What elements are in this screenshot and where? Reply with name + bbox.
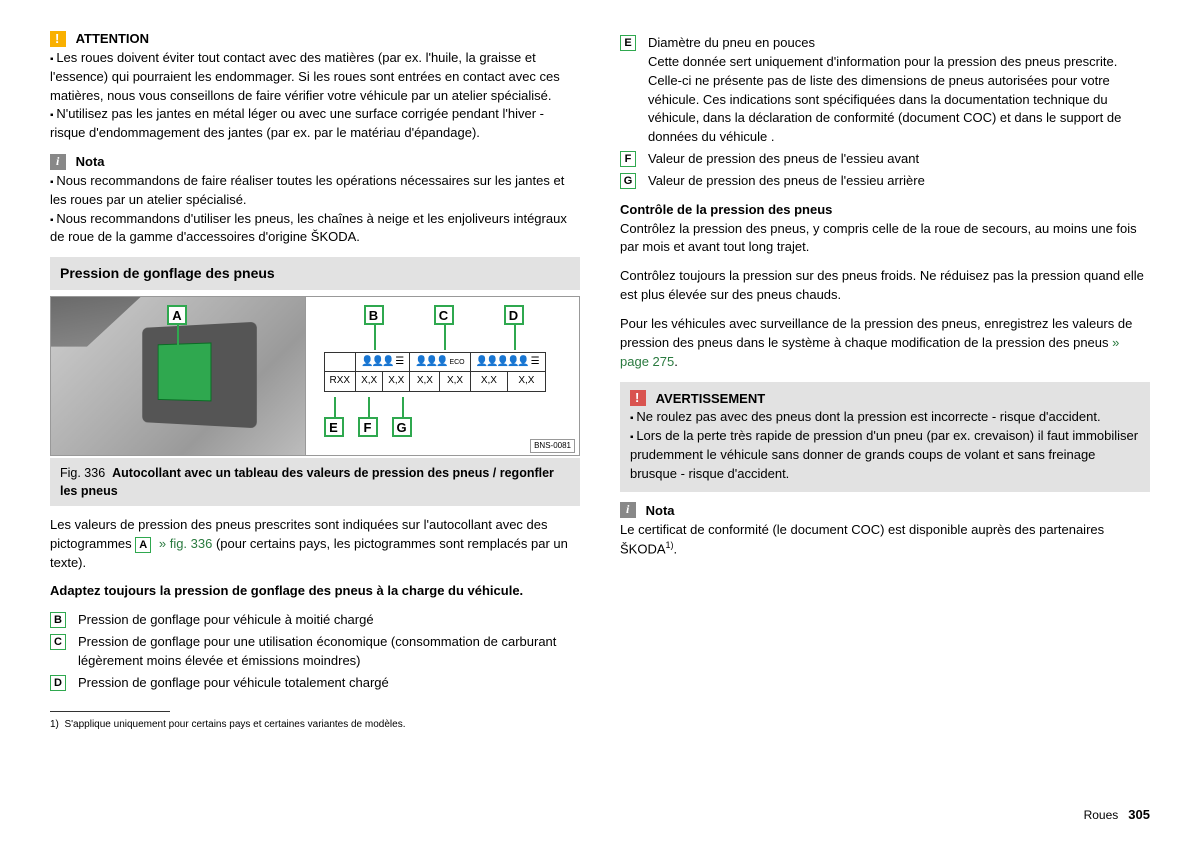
def-f: FValeur de pression des pneus de l'essie… xyxy=(620,150,1150,169)
figure-ref-code: BNS-0081 xyxy=(530,439,575,453)
tag-a: A xyxy=(167,305,187,325)
figure-diagram: B C D 👤👤👤 ☰ 👤👤👤 ECO 👤👤👤👤👤 ☰ RXX xyxy=(306,297,580,455)
nota-icon-right xyxy=(620,502,636,518)
footnote: 1) S'applique uniquement pour certains p… xyxy=(50,718,580,733)
attention-icon xyxy=(50,31,66,47)
figure-caption: Fig. 336 Autocollant avec un tableau des… xyxy=(50,458,580,506)
controle-p2: Contrôlez toujours la pression sur des p… xyxy=(620,267,1150,305)
figure-photo: A xyxy=(51,297,306,455)
def-e: E Diamètre du pneu en pouces Cette donné… xyxy=(620,34,1150,147)
attention-bullet-1: Les roues doivent éviter tout contact av… xyxy=(50,49,580,106)
adapt-text: Adaptez toujours la pression de gonflage… xyxy=(50,582,580,601)
footnote-rule xyxy=(50,711,170,712)
intro-text: Les valeurs de pression des pneus prescr… xyxy=(50,516,580,573)
avert-icon xyxy=(630,390,646,406)
controle-heading: Contrôle de la pression des pneus xyxy=(620,201,1150,220)
section-heading: Pression de gonflage des pneus xyxy=(50,257,580,289)
tag-d: D xyxy=(504,305,524,325)
nota-icon xyxy=(50,154,66,170)
tag-b: B xyxy=(364,305,384,325)
attention-bullet-2: N'utilisez pas les jantes en métal léger… xyxy=(50,105,580,143)
avert-label: AVERTISSEMENT xyxy=(656,391,766,406)
avert-bullet-2: Lors de la perte très rapide de pression… xyxy=(630,427,1140,484)
nota-label-right: Nota xyxy=(646,503,675,518)
def-g: GValeur de pression des pneus de l'essie… xyxy=(620,172,1150,191)
attention-label: ATTENTION xyxy=(76,31,149,46)
controle-p3: Pour les véhicules avec surveillance de … xyxy=(620,315,1150,372)
def-d: DPression de gonflage pour véhicule tota… xyxy=(50,674,580,693)
tag-c: C xyxy=(434,305,454,325)
nota-label: Nota xyxy=(76,154,105,169)
figure-336: A B C D 👤👤👤 ☰ 👤👤👤 ECO 👤👤👤👤👤 ☰ xyxy=(50,296,580,456)
avert-bullet-1: Ne roulez pas avec des pneus dont la pre… xyxy=(630,408,1140,427)
nota-bullet-2: Nous recommandons d'utiliser les pneus, … xyxy=(50,210,580,248)
pressure-table: 👤👤👤 ☰ 👤👤👤 ECO 👤👤👤👤👤 ☰ RXX X,XX,X X,XX,X … xyxy=(324,352,546,392)
nota-bullet-1: Nous recommandons de faire réaliser tout… xyxy=(50,172,580,210)
def-c: CPression de gonflage pour une utilisati… xyxy=(50,633,580,671)
page-footer: Roues 305 xyxy=(50,806,1150,825)
avertissement-block: AVERTISSEMENT Ne roulez pas avec des pne… xyxy=(620,382,1150,492)
tag-g: G xyxy=(392,417,412,437)
tag-e: E xyxy=(324,417,344,437)
tag-f: F xyxy=(358,417,378,437)
nota-right-text: Le certificat de conformité (le document… xyxy=(620,521,1150,560)
controle-p1: Contrôlez la pression des pneus, y compr… xyxy=(620,220,1150,258)
def-b: BPression de gonflage pour véhicule à mo… xyxy=(50,611,580,630)
